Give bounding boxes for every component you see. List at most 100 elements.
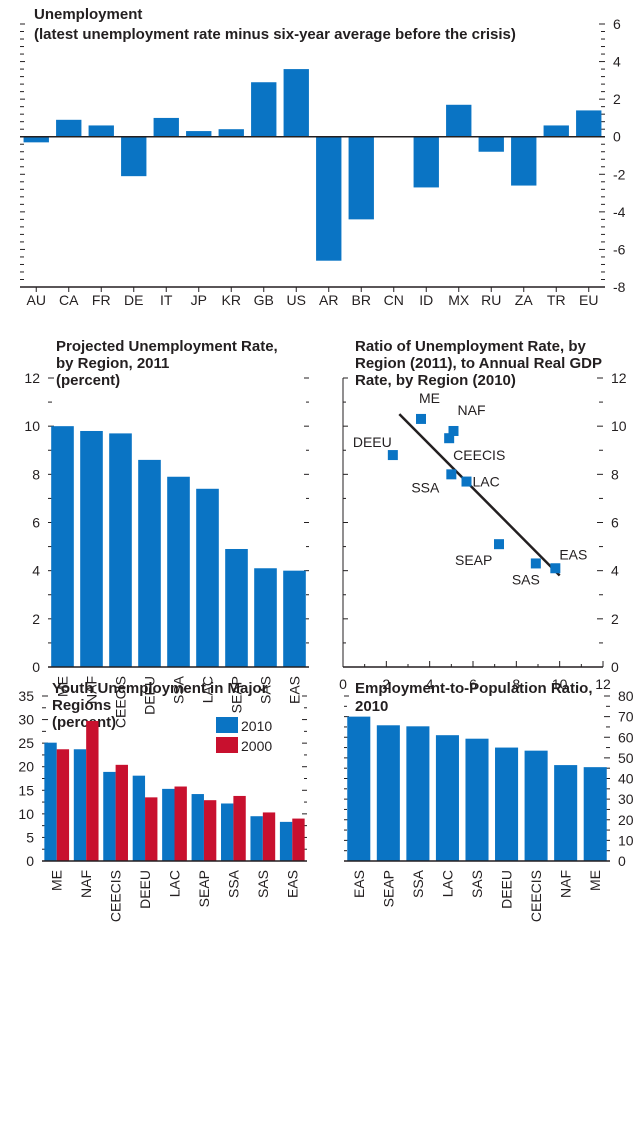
category-label: US xyxy=(287,292,306,308)
bar-2010-EAS xyxy=(279,821,293,861)
y-tick-label: 40 xyxy=(618,771,634,787)
category-label: AU xyxy=(27,292,46,308)
point-label: CEECIS xyxy=(453,447,505,463)
y-tick-label: 10 xyxy=(24,418,40,434)
bar-FR xyxy=(88,125,114,137)
category-label: EAS xyxy=(351,870,367,898)
chart-title-line: Regions xyxy=(52,697,111,714)
bar-2000-DEEU xyxy=(145,797,158,861)
category-label: ME xyxy=(49,870,65,891)
y-tick-label: 12 xyxy=(611,370,627,386)
bar-EU xyxy=(576,110,602,137)
bar-GB xyxy=(251,82,277,137)
bar-DEEU xyxy=(138,459,161,667)
point-label: SSA xyxy=(411,479,440,495)
bar-2000-NAF xyxy=(86,720,99,861)
bar-EAS xyxy=(283,570,306,667)
bar-2000-CEECIS xyxy=(115,764,128,861)
y-tick-label: 70 xyxy=(618,709,634,725)
y-tick-label: -8 xyxy=(613,279,626,295)
y-tick-label: 0 xyxy=(618,853,626,869)
y-tick-label: 0 xyxy=(32,659,40,675)
bar-SEAP xyxy=(376,725,400,861)
bar-LAC xyxy=(196,488,219,667)
y-tick-label: 2 xyxy=(613,91,621,107)
chart-title-line: (percent) xyxy=(56,372,120,389)
category-label: DEEU xyxy=(137,870,153,909)
bar-DE xyxy=(121,136,147,177)
legend-label-2010: 2010 xyxy=(241,718,272,734)
y-tick-label: 10 xyxy=(611,418,627,434)
bar-SSA xyxy=(167,476,190,667)
point-label: ME xyxy=(419,390,440,406)
bar-LAC xyxy=(435,735,459,861)
y-tick-label: 4 xyxy=(32,563,40,579)
bar-ME xyxy=(51,426,74,667)
bar-SAS xyxy=(254,568,277,667)
y-tick-label: 2 xyxy=(611,611,619,627)
category-label: CEECIS xyxy=(113,676,129,728)
y-tick-label: 35 xyxy=(18,688,34,704)
point-label: DEEU xyxy=(353,434,392,450)
bar-MX xyxy=(446,104,472,137)
category-label: FR xyxy=(92,292,111,308)
bar-2000-SSA xyxy=(233,795,246,861)
chart-title-line: Rate, by Region (2010) xyxy=(355,372,516,389)
bar-2010-ME xyxy=(44,742,57,861)
category-label: DE xyxy=(124,292,143,308)
x-tick-label: 6 xyxy=(469,676,477,692)
bar-ID xyxy=(413,136,439,188)
y-tick-label: 5 xyxy=(26,829,34,845)
category-label: KR xyxy=(222,292,241,308)
bar-SAS xyxy=(465,738,489,861)
bar-2010-SAS xyxy=(250,816,263,861)
y-tick-label: 20 xyxy=(618,812,634,828)
category-label: GB xyxy=(254,292,274,308)
bar-ZA xyxy=(511,136,537,186)
bar-BR xyxy=(348,136,374,220)
y-tick-label: 6 xyxy=(32,515,40,531)
point-EAS xyxy=(550,563,561,574)
category-label: CA xyxy=(59,292,79,308)
category-label: CN xyxy=(384,292,404,308)
category-label: LAC xyxy=(439,870,455,897)
category-label: ME xyxy=(587,870,603,891)
category-label: EAS xyxy=(287,676,303,704)
chart-title-line: Ratio of Unemployment Rate, by xyxy=(355,338,587,355)
category-label: MX xyxy=(448,292,470,308)
category-label: ID xyxy=(419,292,433,308)
point-CEECIS xyxy=(444,433,455,444)
y-tick-label: 15 xyxy=(18,782,34,798)
bar-AU xyxy=(23,136,49,143)
category-label: LAC xyxy=(167,870,183,897)
bar-2000-LAC xyxy=(174,786,187,861)
category-label: DEEU xyxy=(499,870,515,909)
category-label: AR xyxy=(319,292,338,308)
category-label: TR xyxy=(547,292,566,308)
trend-line xyxy=(398,413,561,577)
bar-CEECIS xyxy=(524,750,548,861)
category-label: SAS xyxy=(255,870,271,898)
bar-2000-ME xyxy=(56,749,70,861)
bar-2010-SEAP xyxy=(191,794,204,861)
y-tick-label: 10 xyxy=(18,806,34,822)
y-tick-label: 8 xyxy=(611,466,619,482)
legend-swatch-2000 xyxy=(216,737,238,753)
bar-SEAP xyxy=(225,548,248,667)
category-label: LAC xyxy=(200,676,216,703)
point-SAS xyxy=(530,558,541,569)
point-label: SEAP xyxy=(455,552,492,568)
category-label: NAF xyxy=(84,676,100,704)
y-tick-label: 12 xyxy=(24,370,40,386)
x-tick-label: 10 xyxy=(552,676,568,692)
bar-2010-DEEU xyxy=(132,775,146,861)
x-tick-label: 4 xyxy=(426,676,434,692)
point-label: SAS xyxy=(512,571,540,587)
point-LAC xyxy=(461,476,472,487)
chart-title-line: by Region, 2011 xyxy=(56,355,169,372)
chart-title-line: Region (2011), to Annual Real GDP xyxy=(355,355,602,372)
category-label: SSA xyxy=(225,869,241,898)
chart-title-line: (percent) xyxy=(52,714,116,731)
